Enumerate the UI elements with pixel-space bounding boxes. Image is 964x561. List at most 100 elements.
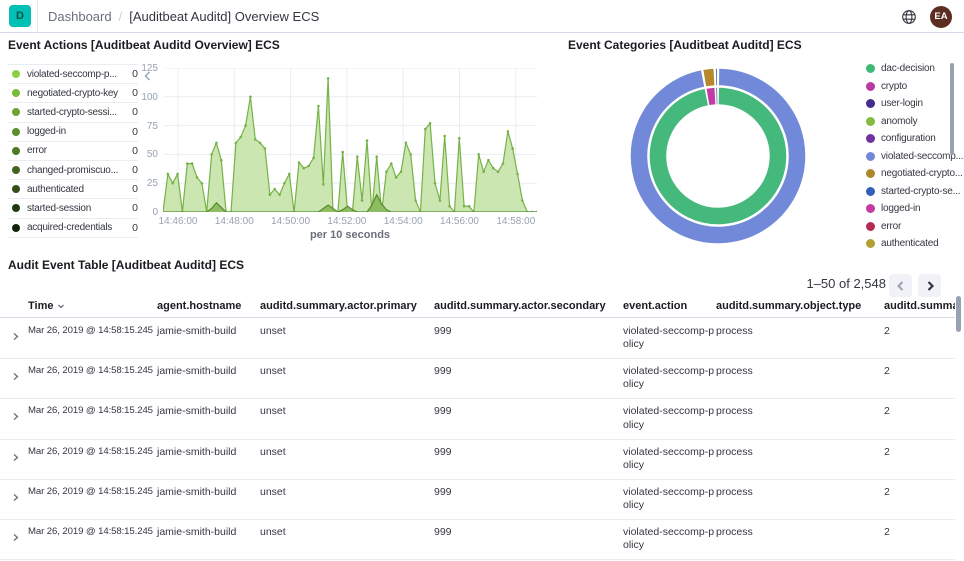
cell-object_type: process	[716, 485, 753, 498]
dashboard-app-logo[interactable]: D	[9, 5, 31, 27]
cell-time: Mar 26, 2019 @ 14:58:15.245	[28, 445, 153, 457]
category-legend-item-logged-in[interactable]: logged-in	[866, 200, 952, 218]
legend-color-dot	[866, 116, 875, 126]
category-legend-item-dac-decision[interactable]: dac-decision	[866, 60, 952, 78]
event-actions-panel-title: Event Actions [Auditbeat Auditd Overview…	[8, 38, 280, 52]
table-row: Mar 26, 2019 @ 14:58:15.245 jamie-smith-b…	[0, 319, 955, 360]
column-header-label: event.action	[623, 300, 688, 312]
category-legend-item-started-crypto-se-[interactable]: started-crypto-se...	[866, 183, 961, 201]
column-header-auditd-summary-actor-secondary[interactable]: auditd.summary.actor.secondary	[434, 300, 606, 312]
cell-actor_secondary: 999	[434, 325, 452, 337]
cell-actor_primary: unset	[260, 365, 286, 378]
y-tick-label: 25	[146, 178, 158, 190]
category-legend-item-crypto[interactable]: crypto	[866, 78, 952, 96]
row-expand-icon[interactable]	[11, 529, 20, 547]
event-categories-panel: Event Categories [Auditbeat Auditd] ECS …	[560, 33, 964, 250]
legend-item-authenticated[interactable]: authenticated 0	[8, 180, 138, 200]
cell-actor_primary: unset	[260, 526, 286, 538]
cell-object_type: process	[716, 445, 753, 458]
legend-color-dot	[12, 108, 20, 117]
donut-segment-crypto	[706, 87, 716, 106]
donut-chart[interactable]	[622, 60, 814, 252]
row-expand-icon[interactable]	[11, 368, 20, 386]
cell-summary: 2	[884, 485, 890, 498]
globe-icon[interactable]	[900, 8, 918, 26]
legend-color-dot	[12, 70, 20, 79]
cell-actor_primary: unset	[260, 325, 286, 337]
category-legend-item-violated-seccomp-[interactable]: violated-seccomp...	[866, 148, 964, 166]
cell-object_type: process	[716, 325, 753, 337]
legend-collapse-icon[interactable]	[143, 69, 152, 87]
category-legend-item-negotiated-crypto-[interactable]: negotiated-crypto...	[866, 165, 963, 183]
top-navigation-bar: D Dashboard / [Auditbeat Auditd] Overvie…	[0, 0, 964, 33]
column-header-auditd-summary-object-type[interactable]: auditd.summary.object.type	[716, 300, 861, 312]
row-expand-icon[interactable]	[11, 328, 20, 346]
legend-item-logged-in[interactable]: logged-in 0	[8, 123, 138, 142]
legend-value: 0	[132, 144, 138, 157]
legend-value: 0	[132, 106, 138, 119]
row-expand-icon[interactable]	[11, 489, 20, 507]
x-tick-label: 14:50:00	[271, 216, 311, 227]
legend-label: authenticated	[881, 238, 939, 250]
column-header-event-action[interactable]: event.action	[623, 300, 687, 312]
x-tick-label: 14:46:00	[158, 216, 198, 227]
pagination-prev-button[interactable]	[889, 274, 912, 297]
x-tick-label: 14:54:00	[383, 216, 423, 227]
column-header-time[interactable]: Time	[28, 300, 65, 312]
cell-agent_hostname: jamie-smith-build	[157, 526, 237, 538]
event-actions-legend: violated-seccomp-p... 0 negotiated-crypto-…	[8, 64, 138, 238]
cell-time: Mar 26, 2019 @ 14:58:15.245	[28, 325, 153, 336]
y-tick-label: 50	[146, 149, 158, 161]
table-row: Mar 26, 2019 @ 14:58:15.245 jamie-smith-b…	[0, 480, 955, 520]
cell-summary: 2	[884, 445, 890, 458]
area-chart[interactable]	[163, 68, 537, 212]
event-actions-panel: Event Actions [Auditbeat Auditd Overview…	[0, 33, 560, 250]
category-legend-item-authenticated[interactable]: authenticated	[866, 235, 952, 253]
breadcrumb-dashboard-link[interactable]: Dashboard	[48, 8, 112, 24]
legend-color-dot	[12, 204, 20, 213]
legend-item-started-session[interactable]: started-session 0	[8, 199, 138, 219]
category-legend-item-error[interactable]: error	[866, 218, 952, 236]
legend-item-started-crypto-sessi-[interactable]: started-crypto-sessi... 0	[8, 103, 138, 123]
cell-actor_secondary: 999	[434, 526, 452, 538]
legend-item-acquired-credentials[interactable]: acquired-credentials 0	[8, 219, 138, 238]
column-header-label: auditd.summary	[884, 300, 955, 312]
cell-agent_hostname: jamie-smith-build	[157, 405, 237, 418]
table-scrollbar[interactable]	[956, 296, 961, 332]
x-tick-label: 14:48:00	[214, 216, 254, 227]
legend-label: logged-in	[27, 126, 66, 138]
cell-actor_secondary: 999	[434, 405, 452, 418]
page-title: [Auditbeat Auditd] Overview ECS	[129, 8, 320, 24]
column-header-auditd-summary[interactable]: auditd.summary	[884, 300, 955, 312]
legend-color-dot	[866, 239, 875, 249]
y-tick-label: 100	[141, 91, 158, 103]
legend-scrollbar[interactable]	[950, 63, 954, 155]
legend-color-dot	[12, 185, 20, 194]
column-header-agent-hostname[interactable]: agent.hostname	[157, 300, 241, 312]
table-row: Mar 26, 2019 @ 14:58:15.245 jamie-smith-b…	[0, 520, 955, 561]
donut-segment-negotiated-crypto-key	[703, 68, 715, 87]
legend-label: authenticated	[27, 183, 84, 195]
legend-item-negotiated-crypto-key[interactable]: negotiated-crypto-key 0	[8, 84, 138, 104]
y-tick-label: 0	[152, 207, 158, 218]
legend-item-changed-promiscuo-[interactable]: changed-promiscuo... 0	[8, 161, 138, 181]
category-legend-item-user-login[interactable]: user-login	[866, 95, 952, 113]
row-expand-icon[interactable]	[11, 449, 20, 467]
column-header-label: auditd.summary.actor.primary	[260, 300, 417, 312]
category-legend-item-anomoly[interactable]: anomoly	[866, 113, 952, 131]
pagination-next-button[interactable]	[918, 274, 941, 297]
user-avatar[interactable]: EA	[930, 5, 952, 28]
cell-agent_hostname: jamie-smith-build	[157, 445, 237, 458]
legend-label: changed-promiscuo...	[27, 164, 119, 176]
column-header-auditd-summary-actor-primary[interactable]: auditd.summary.actor.primary	[260, 300, 417, 312]
legend-item-violated-seccomp-p-[interactable]: violated-seccomp-p... 0	[8, 65, 138, 85]
x-tick-label: 14:56:00	[440, 216, 479, 227]
legend-item-error[interactable]: error 0	[8, 142, 138, 161]
column-header-label: auditd.summary.actor.secondary	[434, 300, 606, 312]
row-expand-icon[interactable]	[11, 408, 20, 426]
y-tick-label: 125	[141, 63, 158, 74]
category-legend-item-configuration[interactable]: configuration	[866, 130, 952, 148]
legend-color-dot	[866, 221, 875, 231]
legend-label: logged-in	[881, 203, 921, 215]
cell-event_action: violated-seccomp-policy	[623, 325, 715, 351]
